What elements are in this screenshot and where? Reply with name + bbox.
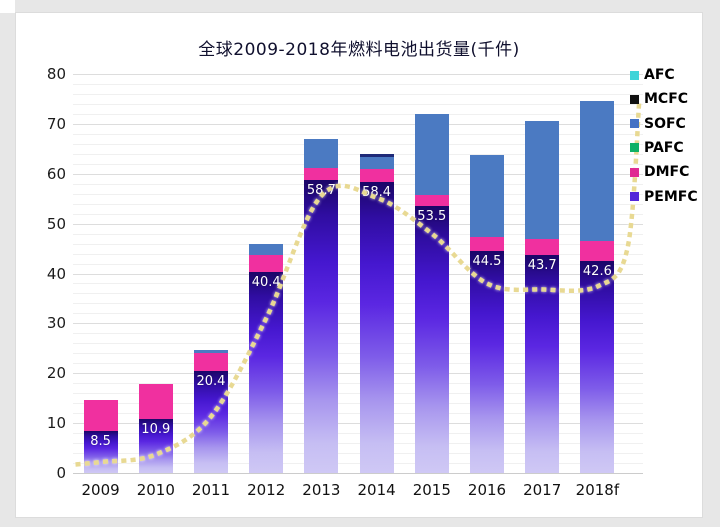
x-axis: 2009 2010 2011 2012 2013 2014 2015 2016 2017 2018… (73, 481, 643, 503)
legend-label-MCFC: MCFC (644, 91, 689, 108)
bar-segment-DMFC-2018f (580, 240, 615, 261)
bar-segment-PEMFC-2014 (359, 181, 394, 473)
chart-card: 全球2009-2018年燃料电池出货量(千件) 0 10 20 30 40 50 60 70 8… (15, 12, 703, 518)
y-axis: 0 10 20 30 40 50 60 70 80 (24, 13, 66, 517)
bar-segment-DMFC-2013 (304, 167, 339, 181)
y-tick-label: 60 (46, 164, 66, 183)
bar-column-2014: 58.4 (349, 74, 404, 473)
bar-segment-SOFC-2016 (469, 155, 504, 238)
legend-label-PEMFC: PEMFC (644, 188, 698, 205)
x-tick-label-2015: 2015 (412, 481, 451, 499)
legend-swatch-MCFC (630, 94, 639, 104)
x-tick-label-2011: 2011 (191, 481, 231, 499)
chart-title: 全球2009-2018年燃料电池出货量(千件) (198, 40, 520, 60)
bar-segment-PEMFC-2012 (249, 271, 284, 473)
bar-segment-DMFC-2014 (359, 168, 394, 182)
bar-value-label-2018f: 42.6 (582, 263, 612, 279)
legend-item-MCFC: MCFC (630, 89, 688, 109)
legend-item-PEMFC: PEMFC (630, 187, 698, 207)
y-tick-label: 50 (46, 214, 66, 233)
x-tick-label-2014: 2014 (357, 481, 396, 499)
bar-segment-SOFC-2011 (193, 349, 228, 354)
gridline-minor (73, 83, 643, 85)
bar-segment-PEMFC-2015 (414, 206, 449, 473)
legend-swatch-AFC (630, 70, 639, 80)
legend-swatch-PAFC (630, 143, 639, 153)
bar-column-2012: 40.4 (239, 74, 294, 473)
x-tick-label-2013: 2013 (302, 481, 341, 499)
bar-column-2009: 8.5 (73, 74, 128, 473)
bar-column-2016: 44.5 (459, 74, 514, 473)
x-axis-line (73, 473, 643, 474)
bar-segment-SOFC-2013 (304, 138, 339, 168)
bar-column-2017: 43.7 (515, 74, 570, 473)
legend-item-AFC: AFC (630, 65, 675, 85)
bar-value-label-2010: 10.9 (141, 421, 171, 437)
bar-segment-DMFC-2010 (138, 384, 173, 419)
y-tick-label: 80 (46, 65, 66, 83)
bar-column-2011: 20.4 (183, 74, 238, 473)
bar-segment-DMFC-2017 (525, 239, 560, 256)
legend-item-SOFC: SOFC (630, 114, 686, 134)
bar-segment-DMFC-2012 (249, 255, 284, 272)
bar-value-label-2013: 58.7 (306, 183, 336, 199)
bar-value-label-2009: 8.5 (90, 433, 111, 449)
bar-column-2010: 10.9 (128, 74, 183, 473)
y-tick-label: 0 (56, 464, 66, 482)
x-tick-label-2010: 2010 (136, 481, 175, 499)
bar-segment-PEMFC-2017 (525, 255, 560, 473)
bar-value-label-2017: 43.7 (527, 258, 557, 274)
plot-area: 8.5 10.9 20.4 40.4 58.7 58.4 53.5 44.5 43.7 42.6 (73, 74, 643, 474)
bar-segment-DMFC-2011 (193, 353, 228, 372)
bar-value-label-2014: 58.4 (362, 184, 392, 200)
bar-value-label-2016: 44.5 (472, 254, 502, 270)
y-tick-label: 10 (46, 414, 66, 433)
legend-item-DMFC: DMFC (630, 162, 689, 182)
x-tick-label-2009: 2009 (81, 481, 120, 499)
bar-column-2015: 53.5 (404, 74, 459, 473)
bar-segment-PEMFC-2018f (580, 260, 615, 473)
bar-segment-PEMFC-2013 (304, 180, 339, 473)
x-tick-label-2012: 2012 (247, 481, 286, 499)
legend-label-SOFC: SOFC (644, 115, 686, 132)
bar-segment-SOFC-2017 (525, 120, 560, 240)
bar-segment-MCFC-2014 (359, 154, 394, 157)
bar-value-label-2011: 20.4 (196, 374, 226, 390)
y-tick-label: 70 (46, 114, 66, 133)
legend-label-AFC: AFC (644, 67, 675, 83)
bar-column-2013: 58.7 (294, 74, 349, 473)
bar-segment-DMFC-2015 (414, 194, 449, 207)
legend-swatch-SOFC (630, 119, 639, 129)
y-tick-label: 20 (46, 364, 66, 383)
bar-segment-SOFC-2015 (414, 114, 449, 195)
x-tick-label-2017: 2017 (523, 481, 562, 499)
y-tick-label: 30 (46, 314, 66, 333)
gridline-major (73, 74, 643, 75)
legend-label-DMFC: DMFC (644, 164, 690, 181)
page-corner-artifact (0, 0, 15, 13)
bar-value-label-2012: 40.4 (251, 274, 281, 290)
legend-label-PAFC: PAFC (644, 139, 684, 156)
bar-column-2018f: 42.6 (570, 74, 625, 473)
x-tick-label-2016: 2016 (467, 481, 507, 499)
bar-value-label-2015: 53.5 (417, 209, 447, 225)
bars-layer: 8.5 10.9 20.4 40.4 58.7 58.4 53.5 44.5 43.7 42.6 (73, 74, 625, 473)
legend-swatch-DMFC (630, 167, 639, 177)
x-tick-label-2018f: 2018f (575, 481, 620, 499)
bar-segment-SOFC-2014 (359, 156, 394, 169)
bar-segment-DMFC-2009 (83, 400, 118, 431)
legend-swatch-PEMFC (630, 192, 639, 201)
gridline-minor (73, 93, 643, 95)
y-tick-label: 40 (46, 264, 66, 283)
bar-segment-SOFC-2012 (249, 244, 284, 256)
bar-segment-SOFC-2018f (580, 101, 615, 241)
bar-segment-DMFC-2016 (469, 237, 504, 252)
legend-item-PAFC: PAFC (630, 138, 684, 158)
bar-segment-PEMFC-2016 (469, 251, 504, 473)
